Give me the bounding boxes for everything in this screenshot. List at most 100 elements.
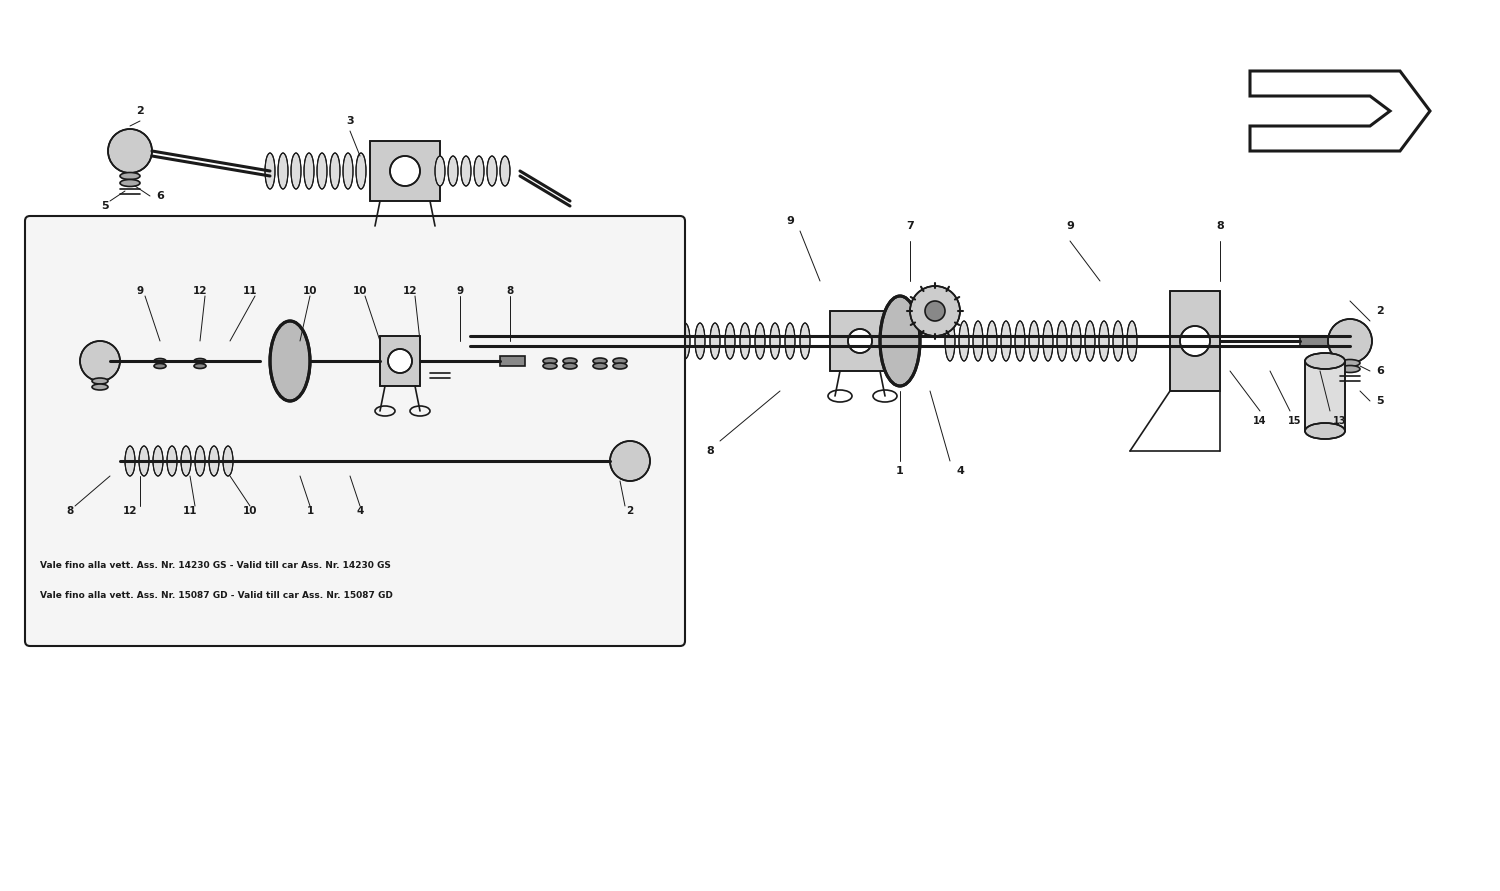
Text: 6: 6 [1376, 366, 1384, 376]
Ellipse shape [430, 357, 450, 364]
Ellipse shape [1340, 365, 1360, 372]
Bar [1305, 361, 1346, 431]
Ellipse shape [1340, 359, 1360, 366]
Circle shape [108, 129, 152, 173]
Text: 1: 1 [896, 466, 904, 476]
Bar [830, 311, 890, 371]
Circle shape [419, 319, 462, 363]
Text: 10: 10 [352, 286, 368, 296]
Ellipse shape [592, 358, 608, 364]
Text: 12: 12 [123, 506, 138, 516]
Text: 9: 9 [456, 286, 464, 296]
Ellipse shape [1305, 423, 1346, 439]
FancyBboxPatch shape [26, 216, 686, 646]
Ellipse shape [474, 156, 484, 186]
Ellipse shape [974, 321, 982, 361]
Text: 4: 4 [956, 466, 964, 476]
Text: Vale fino alla vett. Ass. Nr. 15087 GD - Valid till car Ass. Nr. 15087 GD: Vale fino alla vett. Ass. Nr. 15087 GD -… [40, 592, 393, 601]
Text: 7: 7 [906, 221, 914, 231]
Ellipse shape [278, 153, 288, 189]
Bar [830, 311, 890, 371]
Bar [370, 141, 440, 201]
Text: 2: 2 [136, 106, 144, 116]
Ellipse shape [945, 321, 956, 361]
Circle shape [1180, 326, 1210, 356]
Ellipse shape [1042, 321, 1053, 361]
Ellipse shape [770, 323, 780, 359]
Ellipse shape [562, 358, 578, 364]
Ellipse shape [124, 446, 135, 476]
Ellipse shape [500, 156, 510, 186]
Ellipse shape [209, 446, 219, 476]
Ellipse shape [543, 363, 556, 369]
Circle shape [910, 286, 960, 336]
Ellipse shape [1029, 321, 1039, 361]
Ellipse shape [270, 321, 310, 401]
Ellipse shape [92, 378, 108, 384]
Ellipse shape [1113, 321, 1124, 361]
Text: 2: 2 [1376, 306, 1384, 316]
Bar [380, 336, 420, 386]
Text: 5: 5 [1376, 396, 1384, 406]
Text: 8: 8 [1216, 221, 1224, 231]
Ellipse shape [304, 153, 313, 189]
Ellipse shape [153, 446, 164, 476]
Ellipse shape [330, 153, 340, 189]
Circle shape [390, 156, 420, 186]
Text: 13: 13 [1334, 416, 1347, 426]
Ellipse shape [182, 446, 190, 476]
Ellipse shape [1084, 321, 1095, 361]
Ellipse shape [694, 323, 705, 359]
Ellipse shape [754, 323, 765, 359]
Ellipse shape [120, 179, 140, 186]
Text: 8: 8 [507, 286, 513, 296]
Text: 4: 4 [357, 506, 363, 516]
Text: 6: 6 [156, 191, 164, 201]
Text: 12: 12 [194, 286, 207, 296]
Ellipse shape [724, 323, 735, 359]
Ellipse shape [344, 153, 352, 189]
Circle shape [388, 349, 412, 373]
Text: 10: 10 [303, 286, 318, 296]
Ellipse shape [435, 156, 445, 186]
Bar [1300, 336, 1330, 346]
Text: 3: 3 [346, 116, 354, 126]
Ellipse shape [460, 156, 471, 186]
Bar [1170, 291, 1219, 391]
Bar [380, 336, 420, 386]
Ellipse shape [740, 323, 750, 359]
Ellipse shape [291, 153, 302, 189]
Ellipse shape [664, 323, 675, 359]
Ellipse shape [430, 364, 450, 372]
Circle shape [926, 301, 945, 321]
Circle shape [847, 329, 871, 353]
Text: 5: 5 [100, 201, 109, 211]
Ellipse shape [266, 153, 274, 189]
Text: 11: 11 [183, 506, 198, 516]
Text: 9: 9 [1066, 221, 1074, 231]
Ellipse shape [634, 323, 645, 359]
Text: Vale fino alla vett. Ass. Nr. 14230 GS - Valid till car Ass. Nr. 14230 GS: Vale fino alla vett. Ass. Nr. 14230 GS -… [40, 561, 392, 570]
Ellipse shape [543, 358, 556, 364]
Text: 12: 12 [404, 286, 417, 296]
Ellipse shape [194, 358, 206, 364]
Circle shape [610, 441, 650, 481]
Bar [370, 141, 440, 201]
Text: 8: 8 [66, 506, 74, 516]
Ellipse shape [880, 296, 920, 386]
Text: 2: 2 [627, 506, 633, 516]
Ellipse shape [800, 323, 810, 359]
Ellipse shape [194, 364, 206, 369]
Ellipse shape [1058, 321, 1066, 361]
Text: 14: 14 [1254, 416, 1266, 426]
Circle shape [1328, 319, 1372, 363]
Text: 10: 10 [243, 506, 258, 516]
Ellipse shape [958, 321, 969, 361]
Text: 8: 8 [706, 446, 714, 456]
Ellipse shape [987, 321, 998, 361]
Ellipse shape [1071, 321, 1082, 361]
Ellipse shape [92, 384, 108, 390]
Ellipse shape [592, 363, 608, 369]
Ellipse shape [1100, 321, 1108, 361]
Text: 1: 1 [306, 506, 314, 516]
